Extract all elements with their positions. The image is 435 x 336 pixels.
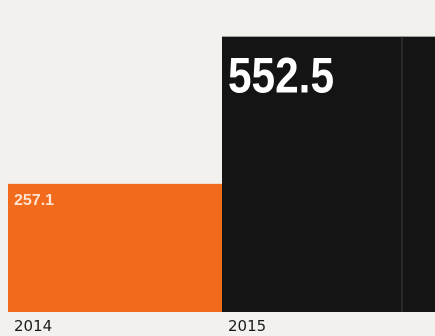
value-label-2014: 257.1 (14, 192, 54, 209)
bars-group (8, 36, 435, 312)
labels-group: 257.1 2014 552.5 2015 (14, 48, 334, 335)
value-label-2015: 552.5 (228, 48, 334, 104)
category-label-2014: 2014 (14, 317, 52, 335)
category-label-2015: 2015 (228, 317, 266, 335)
bar-2014 (8, 183, 222, 312)
bar-2015 (222, 36, 435, 312)
